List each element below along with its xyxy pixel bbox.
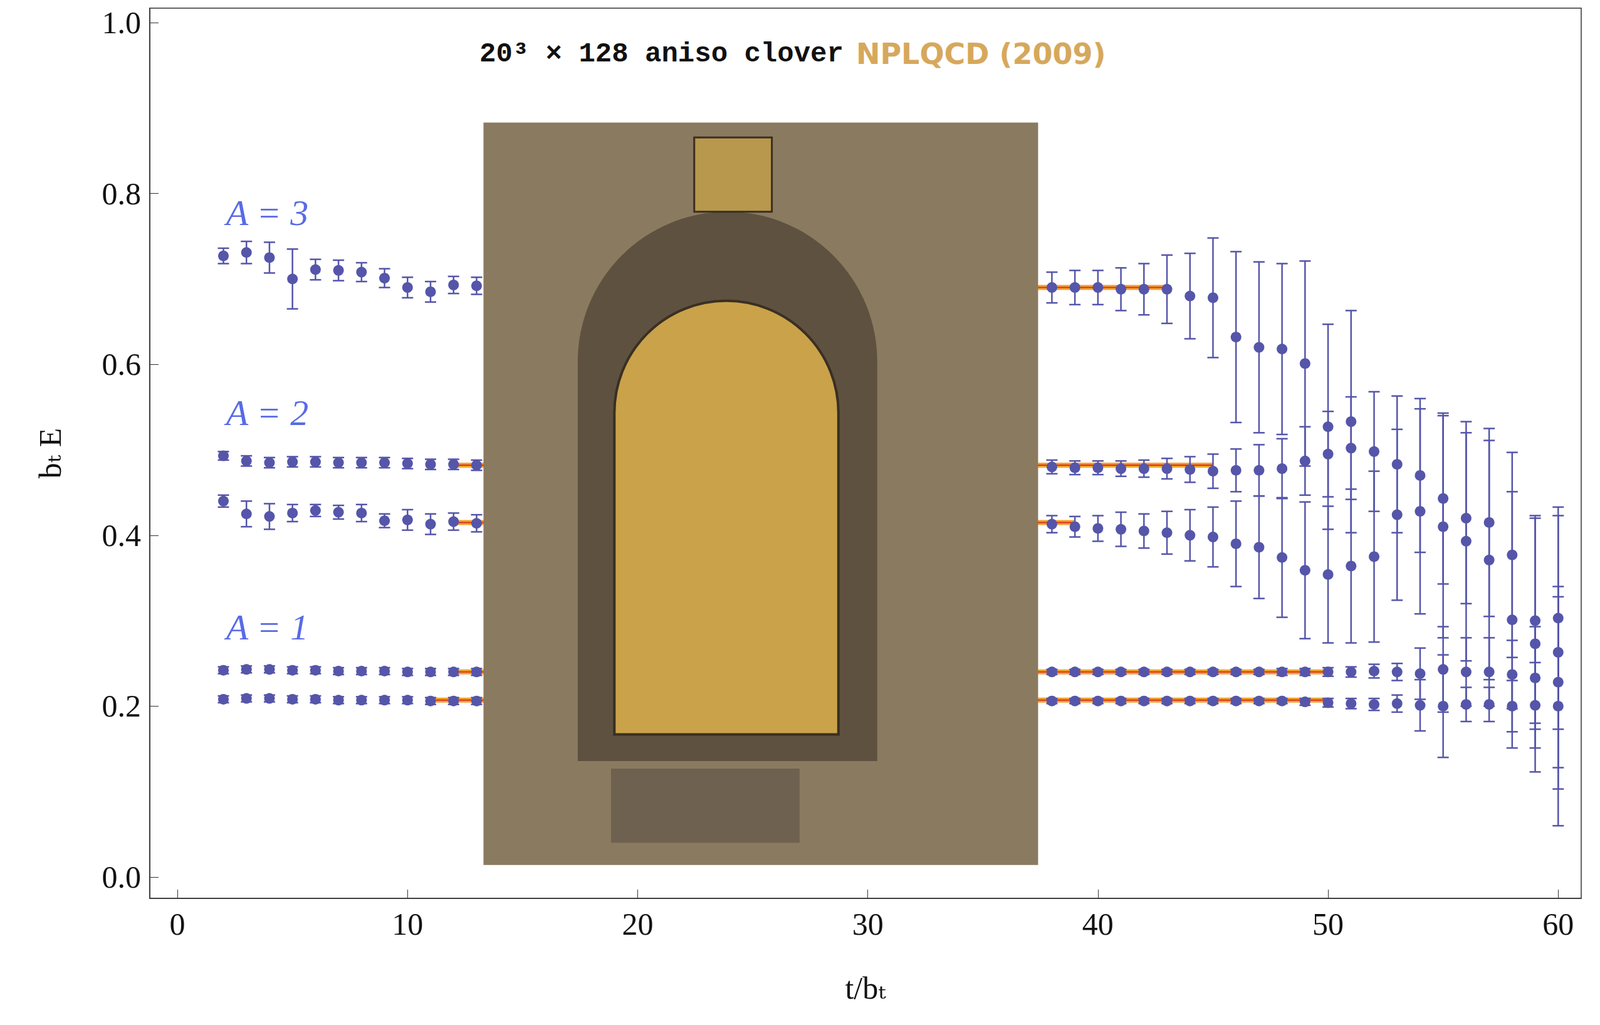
svg-text:A = 2: A = 2 — [223, 392, 309, 434]
svg-text:NPLQCD (2009): NPLQCD (2009) — [856, 36, 1107, 71]
svg-text:20: 20 — [621, 906, 654, 942]
svg-text:bₜ E: bₜ E — [32, 428, 68, 479]
svg-text:50: 50 — [1312, 906, 1344, 942]
svg-text:60: 60 — [1542, 906, 1574, 942]
svg-text:10: 10 — [391, 906, 424, 942]
svg-text:A = 1: A = 1 — [223, 606, 309, 648]
svg-text:0.0: 0.0 — [102, 859, 142, 895]
svg-text:40: 40 — [1082, 906, 1114, 942]
svg-text:0.6: 0.6 — [102, 346, 142, 382]
svg-text:A = 3: A = 3 — [223, 192, 309, 234]
svg-text:1.0: 1.0 — [102, 5, 142, 41]
svg-text:30: 30 — [852, 906, 884, 942]
svg-text:t/bₜ: t/bₜ — [844, 970, 887, 1006]
svg-text:0: 0 — [169, 906, 186, 942]
svg-text:0.4: 0.4 — [102, 517, 142, 553]
svg-text:20³ × 128 aniso clover: 20³ × 128 aniso clover — [479, 38, 844, 70]
svg-text:0.8: 0.8 — [102, 176, 142, 212]
svg-text:0.2: 0.2 — [102, 688, 142, 724]
